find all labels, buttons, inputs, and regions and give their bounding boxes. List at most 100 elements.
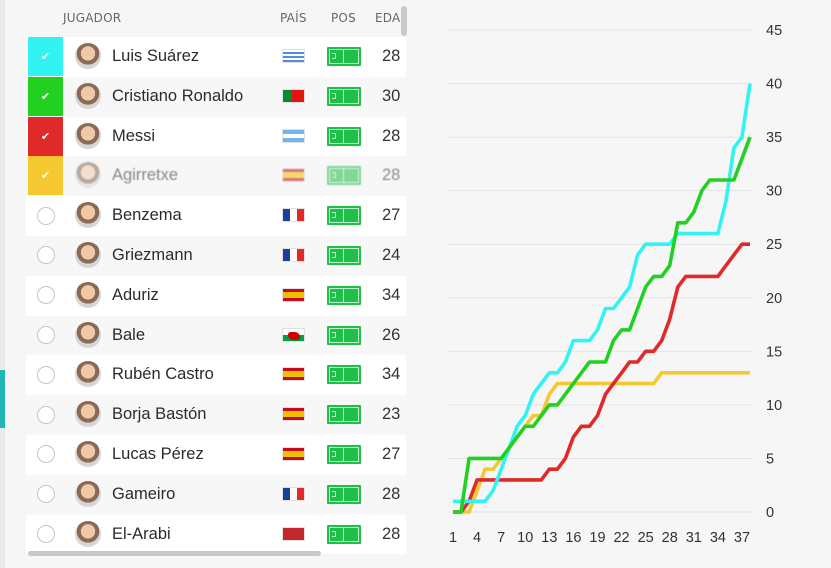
position-pitch-icon [327,325,361,345]
player-avatar [75,82,101,109]
table-row[interactable]: Griezmann 24 [26,235,406,276]
player-avatar [75,281,101,308]
row-select-checkbox[interactable] [28,435,63,474]
y-tick-label: 5 [766,451,774,467]
unchecked-circle-icon [36,326,55,345]
position-pitch-icon [327,285,361,305]
players-table: JUGADOR PAÍS POS EDAI ✔ Luis Suárez 28 ✔ Cri… [26,0,406,568]
table-row[interactable]: Gameiro 28 [26,474,406,515]
row-select-checkbox[interactable] [28,355,63,394]
series-line-2 [453,83,752,504]
table-row[interactable]: Rubén Castro 34 [26,355,406,396]
player-name: Bale [112,325,146,344]
player-name: El-Arabi [112,524,171,543]
player-age: 34 [382,285,401,304]
y-tick-label: 10 [766,398,782,414]
series-line-3 [453,136,752,514]
player-name: Griezmann [112,245,193,264]
y-tick-label: 15 [766,344,782,360]
check-icon: ✔ [40,129,51,143]
player-age: 27 [382,206,401,225]
horizontal-scrollbar[interactable] [28,551,321,556]
header-age[interactable]: EDAI [375,11,405,25]
row-select-checkbox[interactable] [28,475,63,514]
unchecked-circle-icon [36,485,55,504]
table-row[interactable]: ✔ Luis Suárez 28 [26,37,406,77]
row-select-checkbox[interactable] [28,316,63,355]
y-tick-label: 0 [766,505,774,521]
player-avatar [75,480,101,507]
row-select-checkbox[interactable] [28,395,63,434]
series-line-0 [453,371,750,514]
country-flag-morocco-icon [282,526,305,541]
x-tick-label: 10 [517,530,533,546]
player-age: 34 [382,365,401,384]
unchecked-circle-icon [36,405,55,424]
player-avatar [75,43,101,69]
y-tick-label: 40 [766,77,782,93]
row-select-checkbox[interactable]: ✔ [28,37,63,76]
unchecked-circle-icon [36,445,55,464]
player-name: Gameiro [112,484,176,503]
position-pitch-icon [327,206,361,226]
position-pitch-icon [327,166,361,186]
row-select-checkbox[interactable]: ✔ [28,76,63,116]
table-row[interactable]: El-Arabi 28 [26,514,406,555]
player-avatar [75,241,101,268]
country-flag-spain-icon [282,367,305,382]
table-row[interactable]: Borja Bastón 23 [26,395,406,435]
player-name: Agirretxe [112,166,179,185]
header-position[interactable]: POS [331,11,356,25]
table-row[interactable]: ✔ Agirretxe 28 [26,156,406,197]
row-select-checkbox[interactable] [28,196,63,235]
table-row[interactable]: Lucas Pérez 27 [26,434,406,475]
position-pitch-icon [327,126,361,146]
country-flag-spain-icon [282,407,305,422]
check-icon: ✔ [40,50,51,63]
y-tick-label: 25 [766,237,782,253]
position-pitch-icon [327,484,361,504]
row-select-checkbox[interactable] [28,276,63,315]
table-row[interactable]: ✔ Messi 28 [26,116,406,157]
player-name: Rubén Castro [112,365,214,384]
player-age: 28 [382,47,401,65]
x-tick-label: 7 [497,530,505,546]
check-icon: ✔ [40,89,51,103]
left-edge-strip [0,0,5,568]
position-pitch-icon [327,47,361,66]
row-select-checkbox[interactable] [28,515,63,554]
header-player[interactable]: JUGADOR [63,11,122,25]
table-body: ✔ Luis Suárez 28 ✔ Cristiano Ronaldo 30 ✔ Messi… [26,37,406,555]
country-flag-spain-icon [282,287,305,302]
position-pitch-icon [327,444,361,464]
position-pitch-icon [327,365,361,385]
y-tick-label: 35 [766,130,782,146]
table-row[interactable]: Bale 26 [26,315,406,356]
x-tick-label: 28 [662,530,678,546]
x-tick-label: 22 [613,530,629,546]
series-line-1 [453,242,750,514]
player-name: Cristiano Ronaldo [112,86,244,105]
unchecked-circle-icon [36,525,55,544]
vertical-scrollbar[interactable] [401,6,407,36]
player-avatar [75,202,101,229]
table-row[interactable]: Benzema 27 [26,196,406,236]
x-tick-label: 31 [686,530,702,546]
chart-x-ticks: 1 4 7 10 13 16 19 22 25 28 31 34 37 [449,530,750,546]
row-select-checkbox[interactable]: ✔ [28,156,63,196]
unchecked-circle-icon [36,246,55,265]
header-country[interactable]: PAÍS [280,11,307,25]
position-pitch-icon [327,405,361,425]
chart-y-ticks: 0 5 10 15 20 25 30 35 40 45 [766,23,782,521]
x-tick-label: 37 [734,530,750,546]
player-avatar [75,440,101,467]
player-avatar [75,122,101,149]
player-avatar [75,321,101,348]
x-tick-label: 25 [638,530,654,546]
row-select-checkbox[interactable] [28,236,63,275]
player-age: 28 [382,524,401,543]
table-row[interactable]: Aduriz 34 [26,275,406,316]
x-tick-label: 19 [589,530,605,546]
row-select-checkbox[interactable]: ✔ [28,116,63,156]
table-row[interactable]: ✔ Cristiano Ronaldo 30 [26,76,406,117]
